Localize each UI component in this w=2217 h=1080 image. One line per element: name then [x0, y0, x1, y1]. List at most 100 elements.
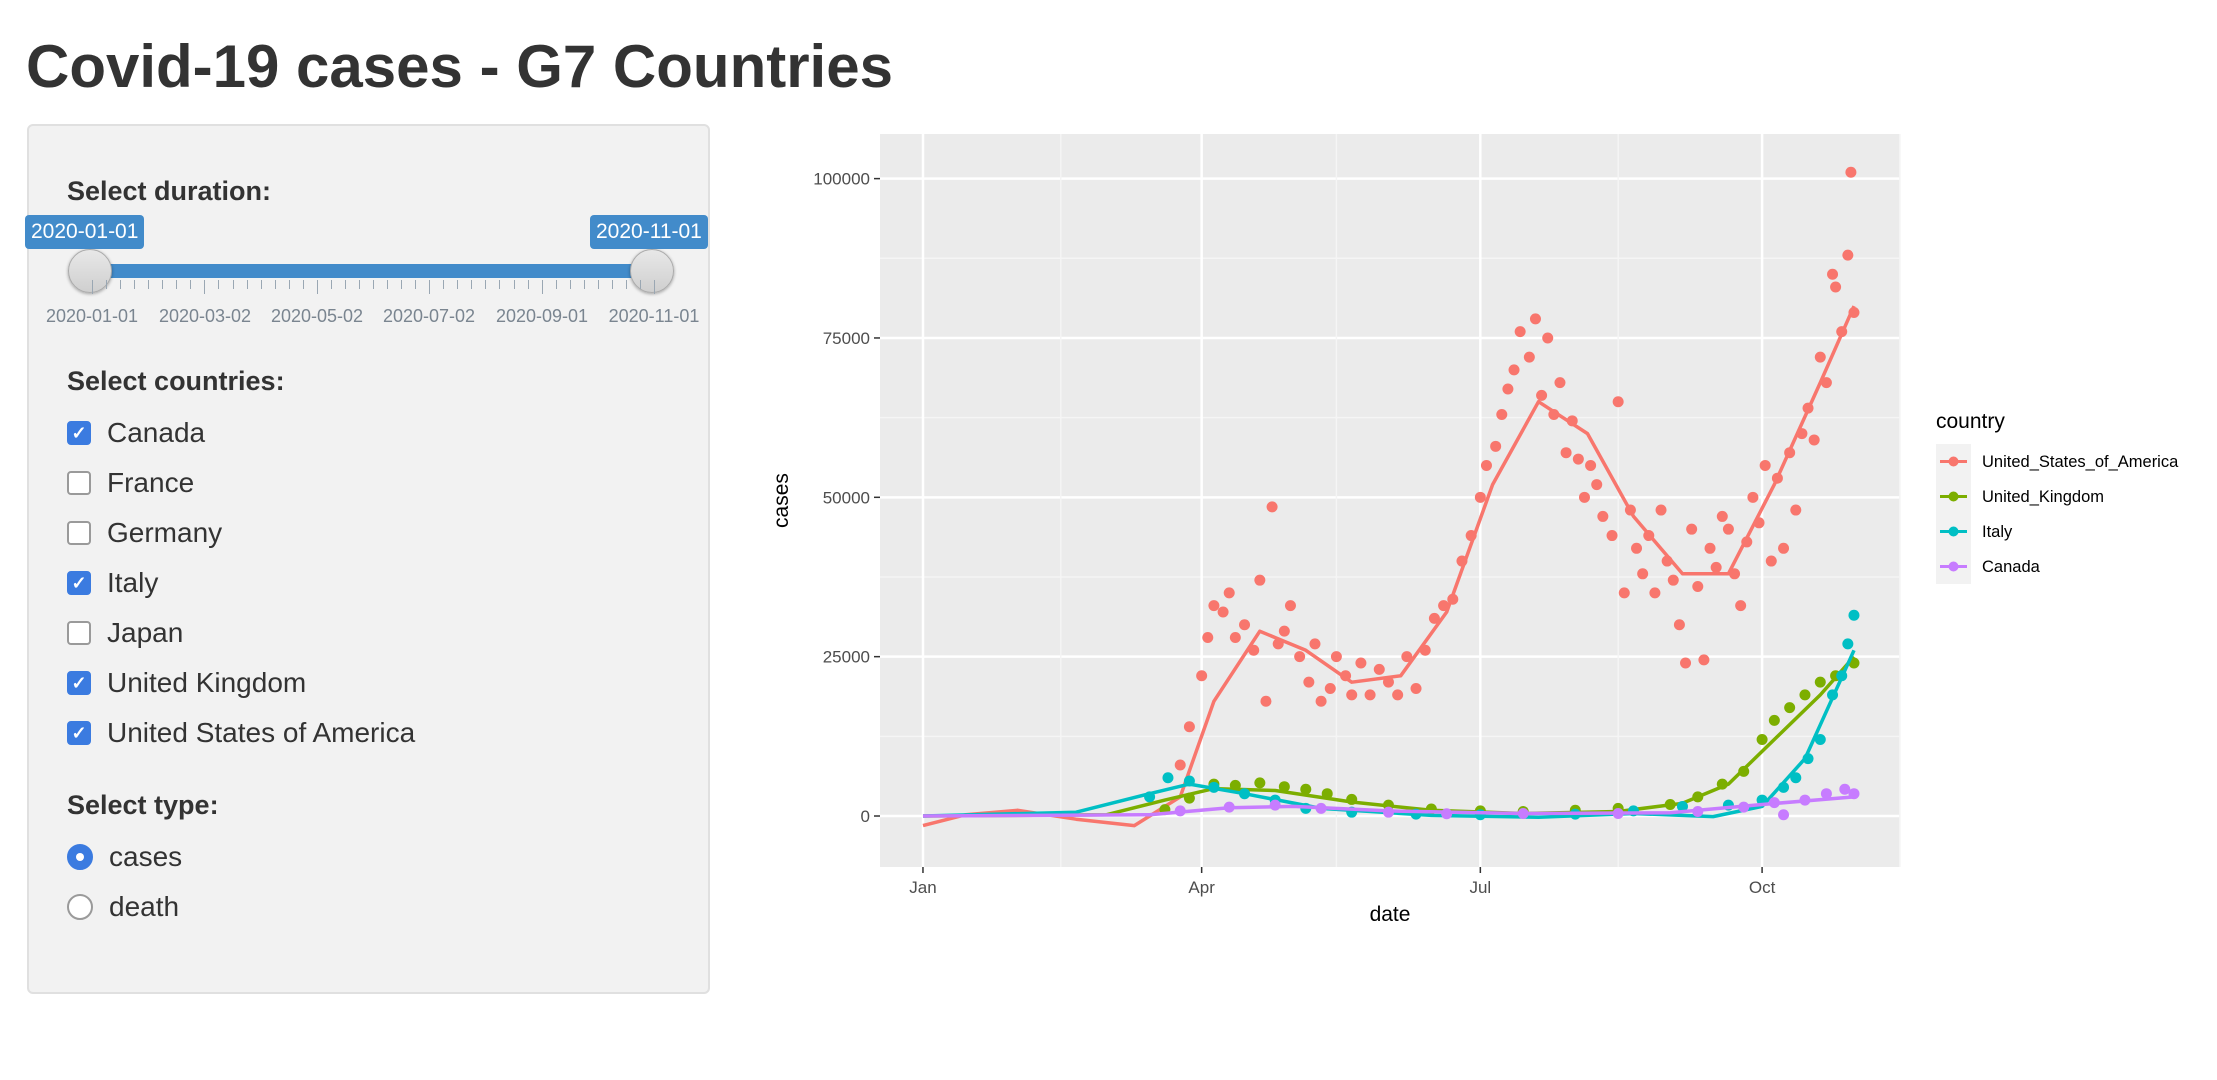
data-point — [1692, 791, 1704, 803]
type-option-death[interactable]: death — [67, 887, 179, 927]
checkbox-japan[interactable] — [67, 621, 91, 645]
data-point — [1597, 510, 1609, 522]
data-point — [1655, 504, 1667, 516]
data-point — [1649, 587, 1661, 599]
data-point — [1627, 805, 1639, 817]
slider-tick — [288, 280, 290, 289]
slider-tick — [246, 280, 248, 289]
country-option-france[interactable]: France — [67, 463, 194, 503]
radio-death[interactable] — [67, 894, 93, 920]
data-point — [1278, 781, 1290, 793]
slider-tick — [499, 280, 501, 289]
check-icon: ✓ — [71, 573, 87, 593]
data-point — [1738, 801, 1750, 813]
data-point — [1790, 772, 1802, 784]
slider-tick-label: 2020-09-01 — [495, 306, 589, 326]
data-point — [1692, 806, 1704, 818]
y-tick-label: 75000 — [823, 329, 870, 348]
country-option-japan[interactable]: Japan — [67, 613, 183, 653]
slider-end-handle[interactable] — [630, 249, 674, 293]
data-point — [1591, 479, 1603, 491]
data-point — [1523, 351, 1535, 363]
checkbox-canada[interactable]: ✓ — [67, 421, 91, 445]
slider-tick — [344, 280, 346, 289]
data-point — [1410, 683, 1422, 695]
data-point — [1162, 772, 1174, 784]
x-tick-label: Apr — [1188, 878, 1215, 897]
data-point — [1456, 555, 1468, 567]
data-point — [1618, 587, 1630, 599]
data-point — [1802, 402, 1814, 414]
data-point — [1778, 781, 1790, 793]
data-point — [1428, 612, 1440, 624]
date-range-slider-track[interactable] — [89, 264, 653, 278]
slider-tick — [274, 280, 276, 289]
slider-tick — [134, 280, 136, 289]
data-point — [1686, 523, 1698, 535]
country-option-united-kingdom[interactable]: ✓ United Kingdom — [67, 663, 306, 703]
data-point — [1474, 491, 1486, 503]
check-icon: ✓ — [71, 723, 87, 743]
data-point — [1401, 651, 1413, 663]
data-point — [1183, 721, 1195, 733]
x-tick-label: Oct — [1749, 878, 1776, 897]
checkbox-united-states[interactable]: ✓ — [67, 721, 91, 745]
data-point — [1315, 802, 1327, 814]
data-point — [1722, 523, 1734, 535]
type-option-label: cases — [109, 841, 183, 872]
data-point — [1303, 676, 1315, 688]
data-point — [1229, 632, 1241, 644]
slider-tick — [527, 280, 529, 289]
data-point — [1692, 581, 1704, 593]
data-point — [1631, 542, 1643, 554]
data-point — [1738, 765, 1750, 777]
data-point — [1784, 702, 1796, 714]
data-point — [1480, 459, 1492, 471]
plot-panel — [880, 134, 1900, 867]
sidebar-panel: Select duration: 2020-01-01 2020-11-01 2… — [25, 124, 710, 994]
slider-tick-label: 2020-11-01 — [608, 306, 700, 326]
data-point — [1364, 689, 1376, 701]
slider-tick — [218, 280, 220, 289]
data-point — [1661, 555, 1673, 567]
legend-key-point — [1948, 526, 1959, 537]
slider-start-handle[interactable] — [68, 249, 112, 293]
radio-cases[interactable] — [67, 844, 93, 870]
data-point — [1643, 530, 1655, 542]
x-tick-label: Jan — [909, 878, 936, 897]
data-point — [1223, 587, 1235, 599]
slider-tick — [625, 280, 627, 289]
data-point — [1710, 561, 1722, 573]
data-point — [1680, 657, 1692, 669]
country-option-canada[interactable]: ✓ Canada — [67, 413, 205, 453]
data-point — [1716, 510, 1728, 522]
data-point — [1554, 377, 1566, 389]
country-option-italy[interactable]: ✓ Italy — [67, 563, 158, 603]
data-point — [1802, 753, 1814, 765]
check-icon: ✓ — [71, 673, 87, 693]
legend-label: Canada — [1982, 558, 2041, 576]
slider-tick — [415, 280, 417, 289]
data-point — [1839, 783, 1851, 795]
data-point — [1830, 281, 1842, 293]
type-option-cases[interactable]: cases — [67, 837, 182, 877]
slider-tick — [148, 280, 150, 289]
x-tick-label: Jul — [1469, 878, 1491, 897]
country-option-germany[interactable]: Germany — [67, 513, 222, 553]
checkbox-germany[interactable] — [67, 521, 91, 545]
checkbox-united-kingdom[interactable]: ✓ — [67, 671, 91, 695]
data-point — [1560, 447, 1572, 459]
checkbox-france[interactable] — [67, 471, 91, 495]
data-point — [1223, 801, 1235, 813]
data-point — [1373, 663, 1385, 675]
slider-tick — [120, 280, 122, 289]
slider-end-value: 2020-11-01 — [590, 215, 708, 249]
slider-tick — [92, 280, 93, 294]
data-point — [1508, 364, 1520, 376]
country-option-united-states[interactable]: ✓ United States of America — [67, 713, 415, 753]
checkbox-italy[interactable]: ✓ — [67, 571, 91, 595]
slider-tick — [457, 280, 459, 289]
data-point — [1848, 788, 1860, 800]
data-point — [1842, 638, 1854, 650]
data-point — [1529, 313, 1541, 325]
